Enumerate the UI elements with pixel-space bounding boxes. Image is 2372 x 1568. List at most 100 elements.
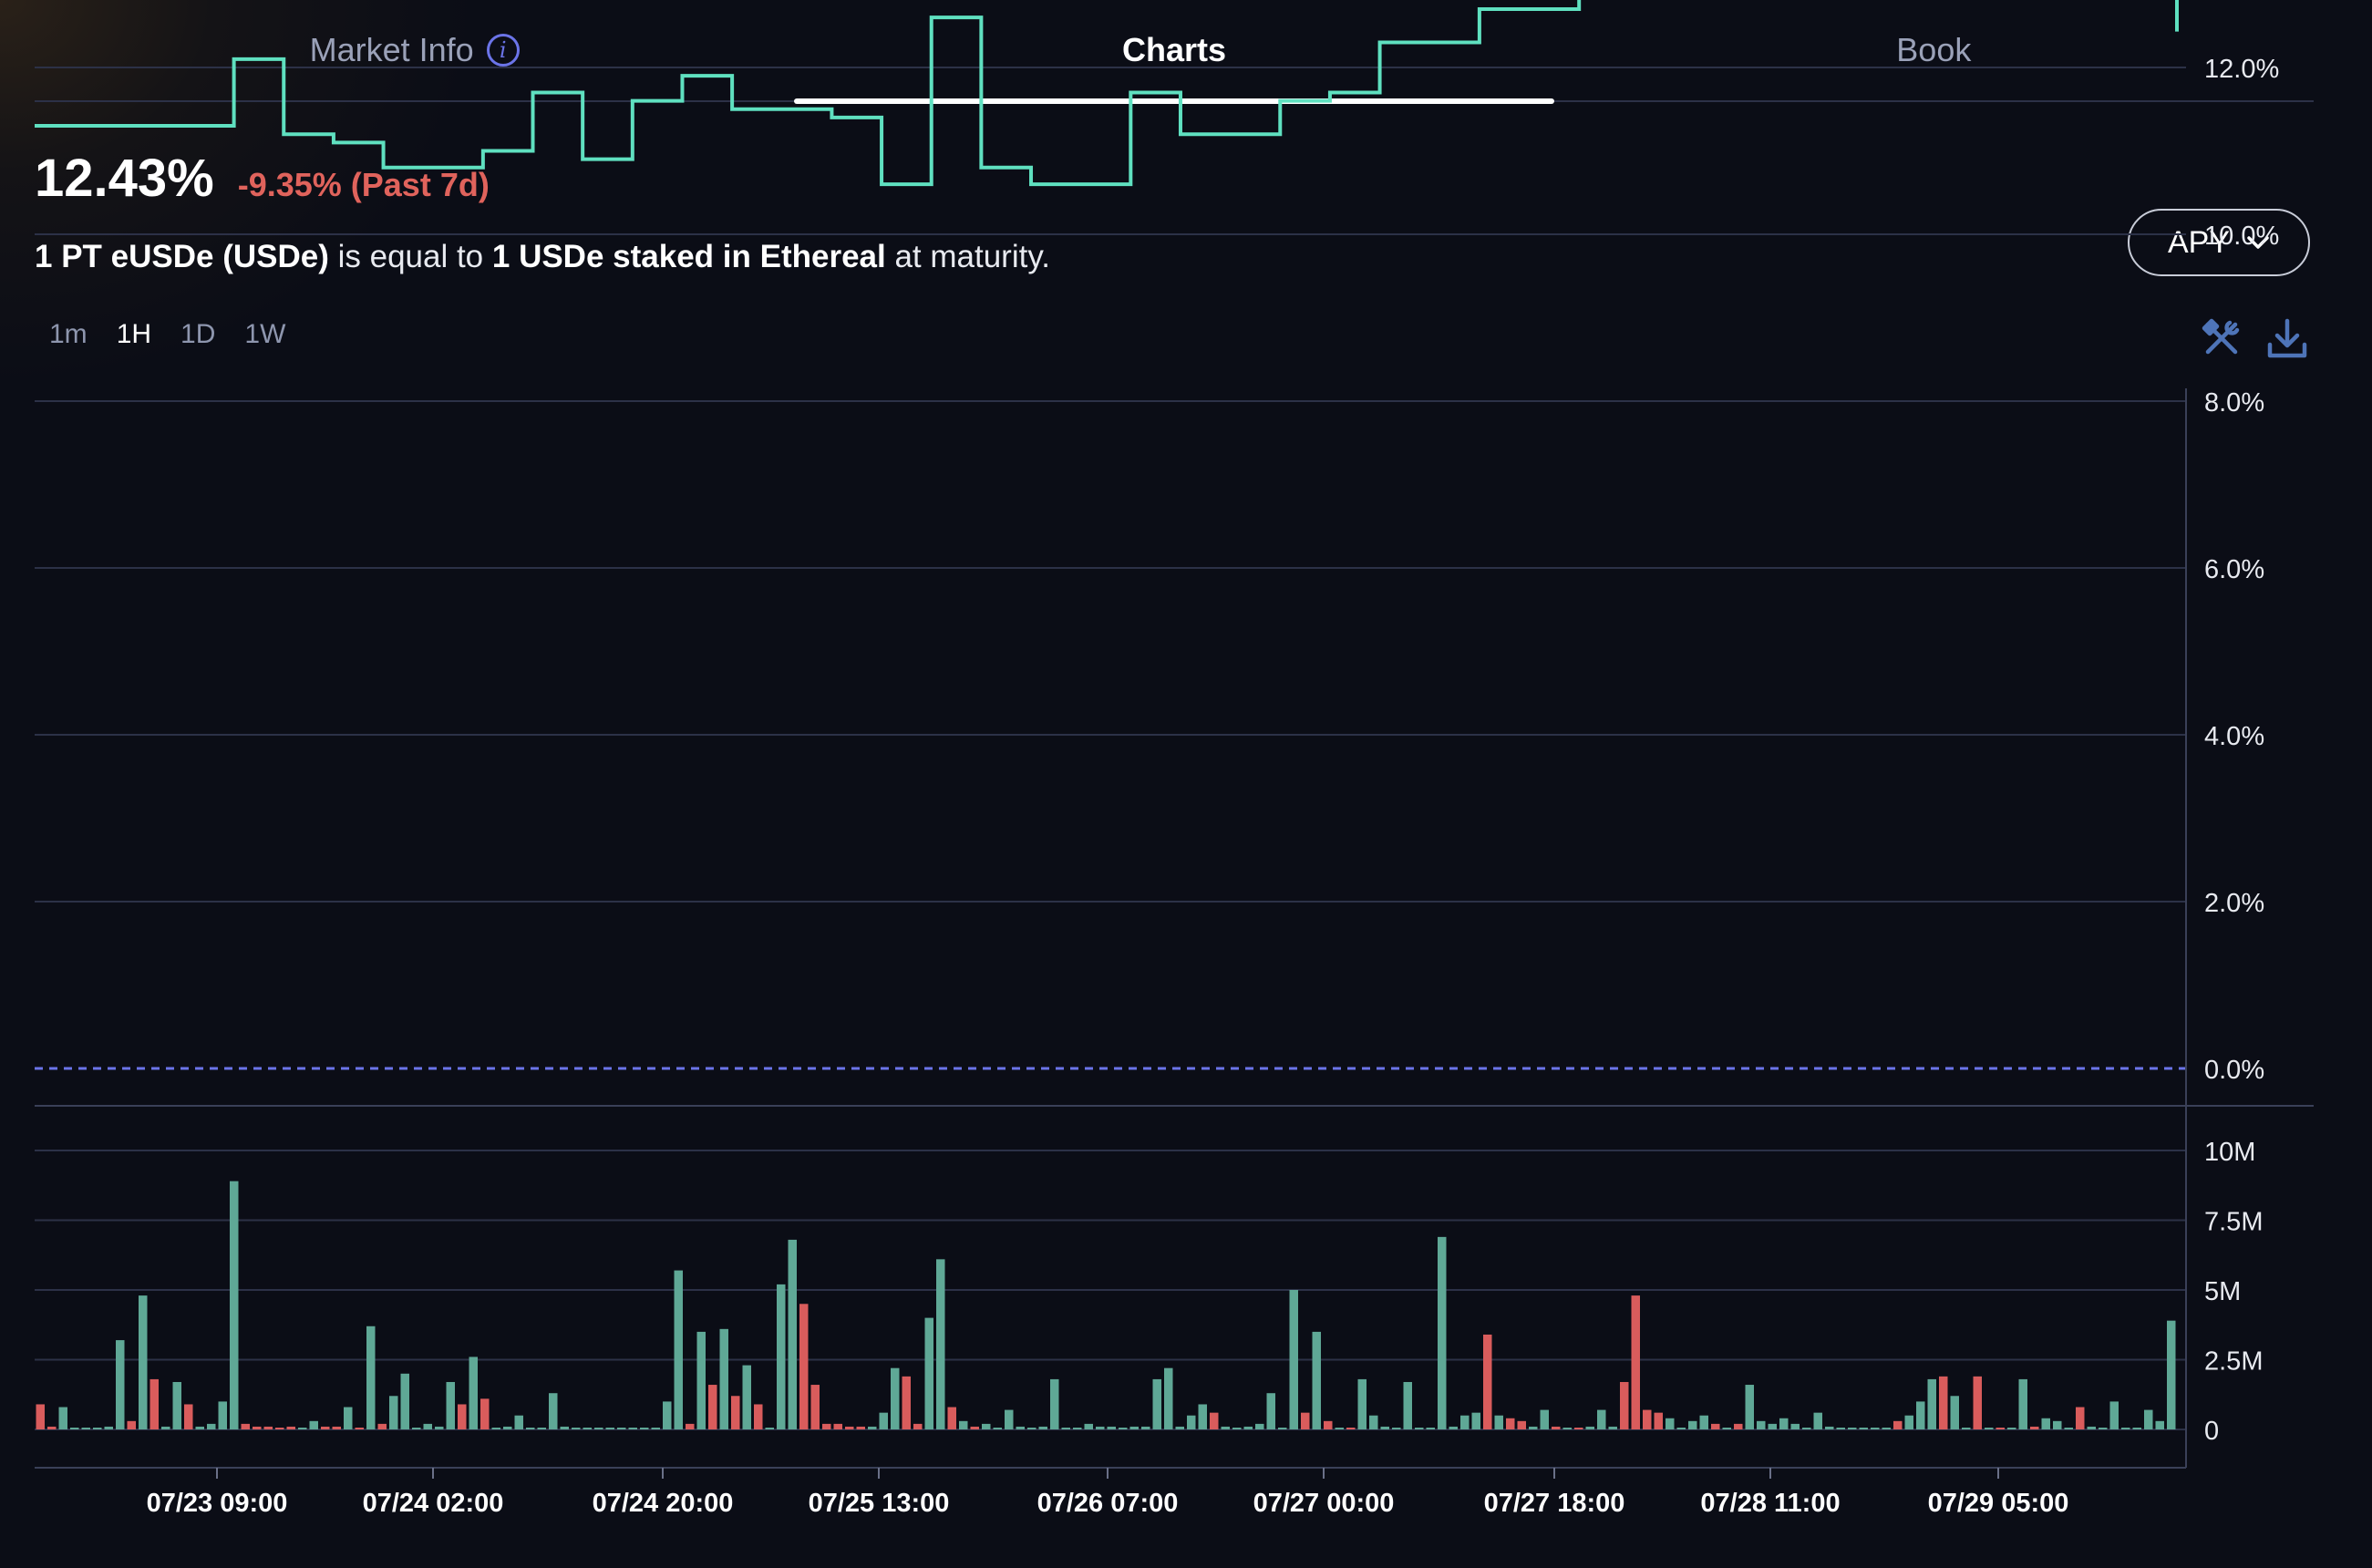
tab-bar: Market Info i Charts Book	[35, 0, 2314, 104]
volume-bar	[982, 1423, 991, 1429]
apy-y-tick-label: 0.0%	[2204, 1056, 2264, 1085]
volume-bar	[469, 1357, 478, 1429]
volume-bar	[731, 1396, 740, 1429]
volume-bar	[70, 1428, 79, 1429]
volume-bar	[1129, 1426, 1139, 1429]
info-icon[interactable]: i	[486, 34, 520, 67]
volume-bar	[1562, 1428, 1572, 1429]
tab-book[interactable]: Book	[1554, 0, 2314, 100]
volume-bar	[514, 1415, 523, 1429]
volume-y-tick-label: 10M	[2204, 1138, 2255, 1167]
volume-gridlines	[35, 1150, 2186, 1430]
tools-icon[interactable]	[2199, 315, 2244, 361]
volume-bar	[321, 1426, 330, 1429]
volume-bar	[663, 1401, 672, 1429]
volume-bar	[218, 1401, 227, 1429]
volume-bar	[1449, 1426, 1458, 1429]
volume-bar	[2076, 1407, 2085, 1429]
volume-bar	[1471, 1412, 1480, 1429]
volume-bar	[1483, 1334, 1492, 1429]
volume-bar	[959, 1420, 968, 1429]
volume-bar	[1836, 1428, 1845, 1429]
volume-bar	[389, 1396, 398, 1429]
volume-bar	[1335, 1428, 1344, 1429]
volume-bar	[617, 1428, 626, 1429]
volume-bar	[1050, 1378, 1059, 1429]
volume-bar	[913, 1423, 923, 1429]
desc-underlying: 1 USDe staked in Ethereal	[491, 239, 886, 274]
volume-bar	[58, 1407, 67, 1429]
volume-bar	[2064, 1428, 2073, 1429]
volume-bar	[1916, 1401, 1925, 1429]
volume-bar	[788, 1239, 797, 1429]
range-1h[interactable]: 1H	[116, 319, 152, 349]
volume-bar	[1119, 1428, 1128, 1429]
volume-bar	[1585, 1426, 1594, 1429]
volume-bar	[1278, 1428, 1287, 1429]
apy-y-tick-label: 6.0%	[2204, 555, 2264, 584]
download-icon[interactable]	[2264, 315, 2310, 361]
volume-bar	[150, 1378, 159, 1429]
volume-bar	[2144, 1409, 2153, 1429]
volume-bar	[1734, 1423, 1743, 1429]
volume-bar	[1654, 1412, 1663, 1429]
volume-bar	[1574, 1428, 1583, 1429]
volume-bar	[777, 1284, 786, 1429]
range-1m[interactable]: 1m	[49, 319, 88, 349]
volume-bar	[1608, 1426, 1617, 1429]
volume-bar	[1221, 1426, 1230, 1429]
volume-bar	[241, 1423, 250, 1429]
volume-bar	[172, 1381, 181, 1429]
volume-bar	[503, 1426, 512, 1429]
chart-axes	[35, 388, 2314, 1469]
volume-bar	[195, 1426, 204, 1429]
volume-bar	[1324, 1420, 1333, 1429]
volume-bar	[856, 1426, 865, 1429]
volume-bar	[1312, 1331, 1321, 1429]
volume-bar	[309, 1420, 318, 1429]
volume-bar	[286, 1426, 295, 1429]
x-tick-label: 07/24 20:00	[593, 1489, 734, 1518]
volume-bar	[1643, 1409, 1652, 1429]
volume-bar	[1825, 1426, 1834, 1429]
volume-bar	[1540, 1409, 1549, 1429]
volume-bar	[1415, 1428, 1424, 1429]
volume-bar	[1802, 1428, 1811, 1429]
volume-bar	[936, 1259, 945, 1429]
desc-connector: is equal to	[328, 239, 492, 274]
volume-bar	[2018, 1378, 2027, 1429]
volume-bar	[184, 1404, 193, 1429]
tab-charts[interactable]: Charts	[794, 0, 1554, 104]
apy-line	[35, 0, 2179, 187]
volume-bar	[810, 1385, 820, 1429]
volume-bar	[970, 1426, 979, 1429]
volume-bar	[1038, 1426, 1047, 1429]
volume-bar	[1882, 1428, 1891, 1429]
headline: 12.43% -9.35% (Past 7d)	[35, 148, 490, 209]
volume-bar	[1005, 1409, 1014, 1429]
chevron-down-icon	[2247, 236, 2269, 249]
metric-selector-dropdown[interactable]: APY	[2128, 209, 2310, 276]
range-1d[interactable]: 1D	[180, 319, 216, 349]
volume-bar	[822, 1423, 831, 1429]
volume-bar	[1369, 1415, 1378, 1429]
range-1w[interactable]: 1W	[244, 319, 286, 349]
tab-market-info[interactable]: Market Info i	[35, 0, 794, 100]
volume-bar	[765, 1428, 774, 1429]
volume-bar	[1164, 1367, 1173, 1429]
volume-bar	[1380, 1426, 1389, 1429]
volume-bar	[1426, 1428, 1435, 1429]
volume-bar	[1893, 1420, 1903, 1429]
volume-bar	[1848, 1428, 1857, 1429]
x-tick-label: 07/24 02:00	[363, 1489, 504, 1518]
volume-y-ticks: 0 2.5M 5M 7.5M 10M	[2204, 1138, 2263, 1446]
volume-y-tick-label: 7.5M	[2204, 1208, 2263, 1237]
volume-y-tick-label: 0	[2204, 1417, 2219, 1446]
volume-bar	[833, 1423, 842, 1429]
volume-bar	[696, 1331, 706, 1429]
volume-bar	[1460, 1415, 1470, 1429]
volume-bar	[366, 1326, 376, 1429]
time-x-ticks: 07/23 09:00 07/24 02:00 07/24 20:00 07/25 1…	[147, 1468, 2068, 1518]
apy-y-tick-label: 2.0%	[2204, 889, 2264, 918]
